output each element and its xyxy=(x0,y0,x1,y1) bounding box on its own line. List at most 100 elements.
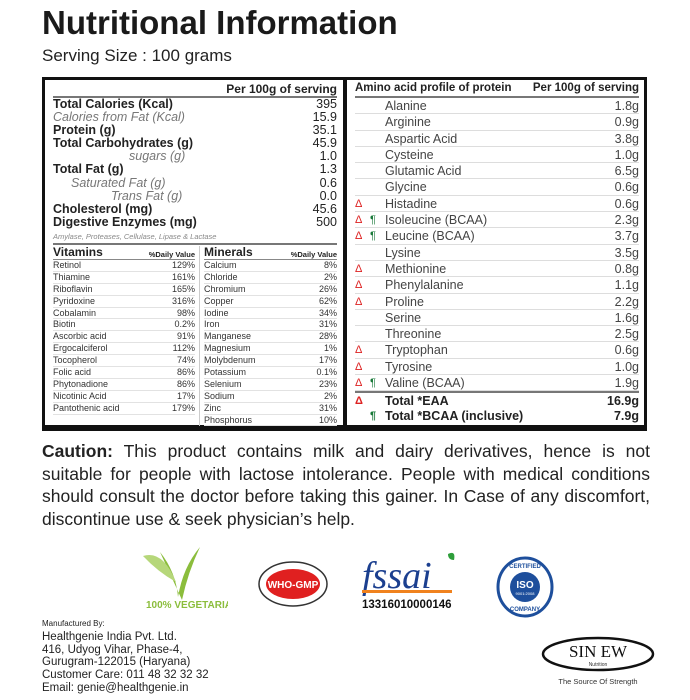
mineral-row: Potassium 0.1% xyxy=(204,367,337,379)
mineral-row-value: 0.1% xyxy=(316,366,337,377)
nutrition-facts: Per 100g of serving Total Calories (Kcal… xyxy=(53,82,337,427)
amino-acid-row: Threonine 2.5g xyxy=(355,326,639,343)
vitamin-row: Phytonadione 86% xyxy=(53,379,195,391)
amino-acid-value: 2.3g xyxy=(614,213,639,228)
mineral-row-name: Phosphorus xyxy=(204,414,253,425)
vegetarian-logo: 100% VEGETARIAN xyxy=(143,547,228,611)
amino-acid-name: Serine xyxy=(385,310,422,325)
amino-acid-row: Δ ¶ Isoleucine (BCAA) 2.3g xyxy=(355,212,639,229)
vitamin-row: Nicotinic Acid 17% xyxy=(53,391,195,403)
amino-acid-row: Δ Tyrosine 1.0g xyxy=(355,359,639,376)
manufacturer-info: Manufactured By: Healthgenie India Pvt. … xyxy=(42,618,209,695)
amino-acid-row: Aspartic Acid 3.8g xyxy=(355,131,639,147)
vitamin-row-value: 129% xyxy=(171,259,195,270)
brand-tagline: The Source Of Strength xyxy=(558,677,637,686)
mineral-row-name: Zinc xyxy=(204,402,222,413)
vitamin-row-value: 316% xyxy=(171,295,195,306)
amino-header: Amino acid profile of protein xyxy=(355,82,512,94)
iso-number: 9001:2008 xyxy=(516,591,536,596)
manufacturer-line: Customer Care: 011 48 32 32 32 xyxy=(42,669,209,682)
eaa-delta-icon: Δ xyxy=(355,214,363,227)
mineral-row-value: 2% xyxy=(323,390,337,401)
amino-acid-value: 0.9g xyxy=(614,115,639,130)
mineral-row: Magnesium 1% xyxy=(204,343,337,356)
vitamin-row-value: 17% xyxy=(176,390,195,401)
bcaa-pilcrow-icon xyxy=(370,310,385,325)
vitamin-row-value: 165% xyxy=(171,283,195,294)
bcaa-pilcrow-icon xyxy=(370,261,385,276)
mineral-row: Copper 62% xyxy=(204,296,337,308)
amino-acid-row: Glutamic Acid 6.5g xyxy=(355,163,639,180)
mineral-row-name: Copper xyxy=(204,295,234,306)
nutrient-name: Calories from Fat (Kcal) xyxy=(53,110,185,125)
bcaa-pilcrow-icon: ¶ xyxy=(370,409,377,422)
amino-acid-name: Total *EAA xyxy=(385,394,449,409)
iso-logo: ISO 9001:2008 CERTIFIED COMPANY xyxy=(496,556,554,618)
mineral-row-value: 31% xyxy=(318,319,337,330)
bcaa-pilcrow-icon xyxy=(370,393,385,407)
mineral-row: Phosphorus 10% xyxy=(204,415,337,427)
mineral-row: Molybdenum 17% xyxy=(204,355,337,367)
mineral-row-value: 28% xyxy=(318,331,337,342)
vitamin-row-name: Ergocalciferol xyxy=(53,343,108,354)
mineral-row-value: 31% xyxy=(318,402,337,413)
nutrient-name: sugars (g) xyxy=(129,149,186,164)
mineral-row: Iodine 34% xyxy=(204,308,337,320)
amino-acid-name: Cysteine xyxy=(385,147,434,162)
vitamin-row-name: Phytonadione xyxy=(53,378,109,389)
caution-label: Caution: xyxy=(42,441,113,461)
mineral-row-name: Selenium xyxy=(204,378,242,389)
nutrient-name: Total Fat (g) xyxy=(53,162,124,177)
nutrient-value: 1.3 xyxy=(319,162,337,177)
amino-acid-name: Aspartic Acid xyxy=(385,131,458,146)
eaa-delta-icon: Δ xyxy=(355,360,363,373)
bcaa-pilcrow-icon: ¶ xyxy=(370,230,376,243)
amino-acid-table: Amino acid profile of protein Per 100g of… xyxy=(355,82,639,424)
vitamin-row: Ascorbic acid 91% xyxy=(53,331,195,344)
mineral-row-name: Iron xyxy=(204,319,220,330)
amino-acid-value: 1.1g xyxy=(614,278,639,293)
amino-acid-row: Δ Histadine 0.6g xyxy=(355,196,639,213)
mineral-row-name: Magnesium xyxy=(204,343,251,354)
sinew-brand-logo: SIN EW Nutrition The Source Of Strength xyxy=(541,636,655,686)
amino-acid-row: Δ ¶ Leucine (BCAA) 3.7g xyxy=(355,228,639,245)
bcaa-pilcrow-icon xyxy=(370,98,385,113)
mineral-row: Selenium 23% xyxy=(204,379,337,391)
mineral-row-name: Manganese xyxy=(204,331,252,342)
vitamin-row-value: 179% xyxy=(171,402,195,413)
vitamin-row-name: Tocopherol xyxy=(53,355,98,366)
nutrient-value: 0.0 xyxy=(319,188,337,203)
vitamins-dv-header: %Daily Value xyxy=(148,249,195,259)
vitamin-row: Tocopherol 74% xyxy=(53,355,195,367)
mineral-row-value: 8% xyxy=(323,259,337,270)
vitamin-row-value: 74% xyxy=(176,355,195,366)
iso-company: COMPANY xyxy=(510,607,540,613)
minerals-header: Minerals xyxy=(204,244,253,259)
eaa-delta-icon xyxy=(355,163,370,178)
amino-acid-value: 2.5g xyxy=(614,327,639,342)
nutrition-row: sugars (g) 1.0 xyxy=(53,150,337,163)
manufacturer-line: Email: genie@healthgenie.in xyxy=(42,681,189,694)
amino-acid-value: 0.8g xyxy=(614,261,639,276)
amino-acid-name: Methionine xyxy=(385,261,447,276)
iso-certified: CERTIFIED xyxy=(509,564,541,570)
amino-acid-row: Δ Proline 2.2g xyxy=(355,294,639,310)
vitamin-row: Riboflavin 165% xyxy=(53,284,195,296)
amino-acid-name: Total *BCAA (inclusive) xyxy=(385,408,524,423)
amino-acid-value: 0.6g xyxy=(614,196,639,211)
amino-acid-value: 0.6g xyxy=(614,180,639,195)
brand-sub: Nutrition xyxy=(589,662,608,668)
amino-acid-value: 3.8g xyxy=(614,131,639,146)
caution-text: Caution: This product contains milk and … xyxy=(42,440,650,530)
page-title: Nutritional Information xyxy=(42,4,398,41)
vitamin-row: Ergocalciferol 112% xyxy=(53,343,195,356)
amino-acid-row: Glycine 0.6g xyxy=(355,179,639,196)
serving-size: Serving Size : 100 grams xyxy=(42,46,232,65)
vitamin-row: Pyridoxine 316% xyxy=(53,296,195,308)
amino-acid-name: Lysine xyxy=(385,245,421,260)
eaa-delta-icon xyxy=(355,245,370,260)
vitamins-header: Vitamins xyxy=(53,244,103,259)
amino-acid-row: Lysine 3.5g xyxy=(355,245,639,261)
bcaa-pilcrow-icon xyxy=(370,179,385,194)
mineral-row: Chloride 2% xyxy=(204,272,337,284)
